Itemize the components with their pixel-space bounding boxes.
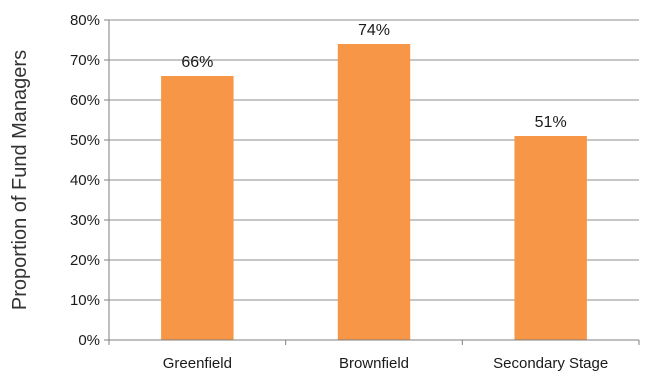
y-tick-label: 50%	[70, 132, 100, 149]
data-labels: 66% 74% 51%	[181, 22, 566, 131]
bar-secondary-stage	[514, 136, 587, 340]
y-tick-label: 80%	[70, 12, 100, 29]
y-tick-label: 40%	[70, 172, 100, 189]
x-category-label: Greenfield	[163, 355, 232, 372]
y-tick-label: 0%	[78, 332, 100, 349]
bar-brownfield	[337, 44, 411, 340]
y-tick-label: 70%	[70, 52, 100, 69]
y-tick-label: 60%	[70, 92, 100, 109]
y-tick-label: 10%	[70, 292, 100, 309]
data-label: 51%	[535, 114, 567, 131]
y-tick-label: 20%	[70, 252, 100, 269]
y-axis-label: Proportion of Fund Managers	[9, 50, 31, 310]
x-category-label: Secondary Stage	[493, 355, 608, 372]
x-axis-categories: Greenfield Brownfield Secondary Stage	[108, 340, 640, 372]
y-axis-ticks: 0% 10% 20% 30% 40% 50% 60% 70% 80%	[70, 12, 109, 349]
x-category-label: Brownfield	[339, 355, 409, 372]
bar-greenfield	[161, 76, 234, 340]
data-label: 66%	[181, 54, 213, 71]
y-tick-label: 30%	[70, 212, 100, 229]
bars	[161, 44, 587, 340]
data-label: 74%	[358, 22, 390, 39]
